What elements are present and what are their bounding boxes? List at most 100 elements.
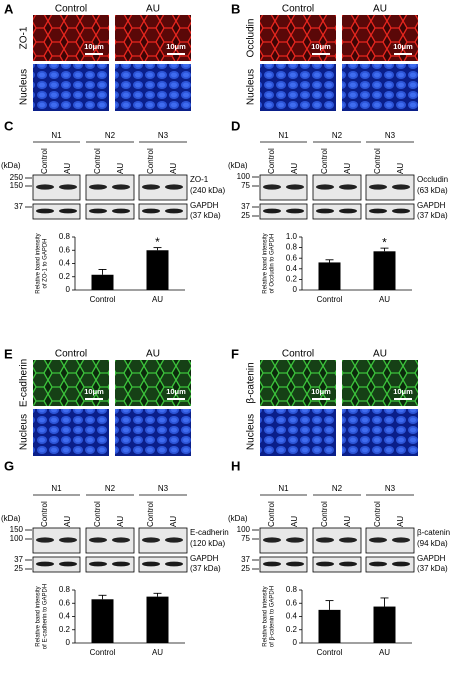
y-tick-label: 0.8 — [59, 585, 71, 594]
condition-label: AU — [290, 516, 299, 527]
condition-label: AU — [290, 163, 299, 174]
target-size: (240 kDa) — [190, 186, 225, 195]
condition-label: AU — [343, 163, 352, 174]
stain-label: E-cadherin — [19, 359, 30, 407]
loading-band — [142, 208, 160, 214]
condition-label: AU — [116, 163, 125, 174]
y-tick-label: 0.2 — [286, 625, 298, 634]
y-tick-label: 0 — [66, 638, 71, 647]
y-tick-label: 0.8 — [286, 243, 298, 252]
lane-label: N3 — [158, 131, 169, 140]
bar — [373, 251, 396, 290]
y-axis-label: Relative band intensity — [36, 233, 42, 293]
loading-band — [36, 561, 54, 567]
x-tick-label: Control — [317, 295, 343, 304]
loading-band — [59, 561, 77, 567]
condition-label: Control — [320, 501, 329, 527]
target-band — [392, 537, 410, 543]
micrograph-panel: F Control 10μm AU 10μm β-catenin Nucleus — [231, 346, 418, 456]
unit-label: (kDa) — [1, 161, 21, 170]
counterstain-label: Nucleus — [246, 69, 257, 105]
condition-label: AU — [169, 163, 178, 174]
y-tick-label: 0.2 — [59, 272, 71, 281]
target-band — [165, 537, 183, 543]
lane-label: N2 — [105, 484, 116, 493]
panel-letter: A — [4, 1, 14, 16]
target-band — [165, 184, 183, 190]
loading-band — [89, 208, 107, 214]
y-axis-label: of ZO-1 to GAPDH — [43, 238, 49, 288]
condition-label: Control — [373, 148, 382, 174]
loading-band — [316, 561, 334, 567]
target-band — [286, 537, 304, 543]
target-band — [89, 184, 107, 190]
condition-label: AU — [169, 516, 178, 527]
column-heading: Control — [282, 4, 314, 15]
loading-band — [112, 208, 130, 214]
panel-letter: E — [4, 346, 13, 361]
significance-mark: * — [155, 235, 160, 249]
blot-box — [32, 203, 81, 220]
condition-label: Control — [93, 501, 102, 527]
target-band — [369, 537, 387, 543]
condition-label: Control — [320, 148, 329, 174]
target-band — [142, 537, 160, 543]
lane-label: N2 — [332, 131, 343, 140]
loading-label: GAPDH — [417, 554, 446, 563]
nucleus-image — [342, 64, 418, 111]
lane-label: N1 — [51, 131, 62, 140]
target-band — [263, 184, 281, 190]
y-tick-label: 0.2 — [59, 625, 71, 634]
scale-bar-label: 10μm — [311, 387, 331, 396]
target-band — [112, 537, 130, 543]
unit-label: (kDa) — [228, 161, 248, 170]
loading-band — [286, 208, 304, 214]
loading-size: (37 kDa) — [417, 564, 448, 573]
x-tick-label: Control — [90, 648, 116, 657]
target-band — [112, 184, 130, 190]
condition-label: Control — [267, 501, 276, 527]
nucleus-image — [115, 64, 191, 111]
nucleus-image — [115, 409, 191, 456]
bar — [318, 262, 341, 290]
loading-band — [89, 561, 107, 567]
condition-label: AU — [116, 516, 125, 527]
y-axis-label: of β-catenin to GAPDH — [270, 586, 276, 647]
blot-box — [85, 203, 135, 220]
loading-band — [316, 208, 334, 214]
panel-letter: G — [4, 458, 14, 473]
target-label: Occludin — [417, 175, 448, 184]
nucleus-image — [33, 409, 109, 456]
target-size: (120 kDa) — [190, 539, 225, 548]
x-tick-label: AU — [152, 295, 163, 304]
bar — [146, 596, 169, 643]
condition-label: AU — [63, 163, 72, 174]
scale-bar-label: 10μm — [84, 42, 104, 51]
bar — [318, 609, 341, 643]
blot-box — [138, 203, 188, 220]
condition-label: Control — [146, 501, 155, 527]
lane-label: N1 — [278, 484, 289, 493]
column-heading: Control — [55, 349, 87, 360]
y-tick-label: 0 — [293, 638, 298, 647]
column-heading: AU — [146, 4, 160, 15]
y-tick-label: 1.0 — [286, 232, 298, 241]
y-axis-label: Relative band intensity — [263, 586, 269, 646]
condition-label: Control — [40, 501, 49, 527]
condition-label: Control — [373, 501, 382, 527]
blot-box — [259, 556, 308, 573]
lane-label: N3 — [158, 484, 169, 493]
target-label: E-cadherin — [190, 528, 229, 537]
target-label: β-catenin — [417, 528, 450, 537]
loading-band — [59, 208, 77, 214]
y-tick-label: 0.6 — [286, 253, 298, 262]
marker-label: 37 — [241, 555, 250, 564]
target-band — [339, 184, 357, 190]
marker-label: 100 — [10, 534, 24, 543]
target-band — [59, 537, 77, 543]
scale-bar-label: 10μm — [166, 42, 186, 51]
blot-box — [365, 203, 415, 220]
y-tick-label: 0.6 — [59, 245, 71, 254]
